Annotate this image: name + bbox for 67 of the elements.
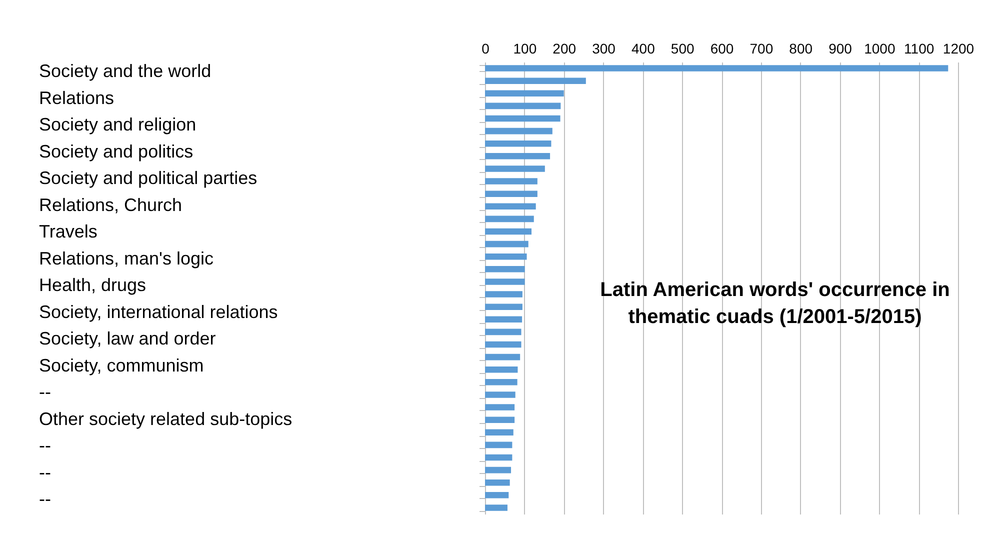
text: Relations [39, 88, 114, 108]
x-tick-label: 1100 [904, 40, 934, 56]
text: Society, law and order [39, 328, 216, 348]
bar [485, 128, 552, 134]
bar [485, 466, 512, 474]
bar [485, 65, 948, 72]
bar [485, 354, 520, 360]
x-tick-label: 100 [513, 40, 537, 56]
bar [485, 102, 561, 110]
bar [485, 240, 528, 248]
bar [485, 492, 509, 498]
bar [485, 454, 512, 461]
text: Travels [39, 222, 98, 242]
bar [485, 190, 538, 197]
bar [485, 341, 522, 348]
x-tick-label: 400 [631, 40, 656, 56]
x-tick-label: 200 [552, 40, 576, 56]
text: Other society related sub-topics [39, 408, 292, 429]
bar [485, 416, 515, 423]
text: Health, drugs [39, 275, 146, 295]
x-tick-label: 1000 [864, 40, 896, 56]
bar [485, 366, 518, 373]
bar [485, 504, 508, 511]
x-tick-label: 700 [750, 40, 774, 56]
bar [485, 228, 532, 235]
bar [485, 328, 522, 336]
text: Society and politics [39, 141, 194, 162]
bar [485, 115, 560, 122]
text: Society and the world [39, 61, 212, 81]
text: Society, communism [39, 355, 204, 376]
bar [485, 78, 586, 84]
bar [485, 429, 514, 436]
bar [485, 442, 512, 448]
x-tick-label: 0 [482, 40, 490, 56]
text: -- [39, 462, 51, 482]
bar [485, 166, 545, 172]
bar [485, 304, 522, 310]
x-tick-label: 600 [710, 40, 734, 56]
bar [485, 266, 525, 272]
x-tick-label: 900 [828, 40, 852, 56]
text: Latin American words' occurrence in thematic cuads (1/2001-5/2015) [600, 279, 950, 328]
bar [485, 379, 518, 386]
text: Relations, Church [39, 194, 182, 215]
bar [485, 216, 534, 222]
bar [485, 291, 522, 298]
x-tick-label: 500 [670, 40, 694, 56]
bar [485, 153, 550, 160]
bar [485, 479, 510, 486]
text: -- [39, 489, 51, 509]
bar [485, 203, 536, 210]
x-tick-label: 1200 [942, 40, 974, 56]
x-tick-label: 300 [592, 40, 616, 56]
bar [485, 404, 515, 410]
text: Society and political parties [39, 168, 258, 188]
bar [485, 278, 525, 285]
bar [485, 253, 527, 260]
text: -- [39, 436, 51, 456]
text: Society, international relations [39, 302, 278, 322]
text: Society and religion [39, 114, 196, 134]
bar [485, 392, 516, 398]
bar [485, 178, 538, 184]
x-tick-label: 800 [789, 40, 813, 56]
bar [485, 140, 552, 147]
bar [485, 90, 564, 97]
text: Relations, man's logic [39, 248, 214, 268]
bar [485, 316, 522, 323]
text: -- [39, 382, 51, 402]
